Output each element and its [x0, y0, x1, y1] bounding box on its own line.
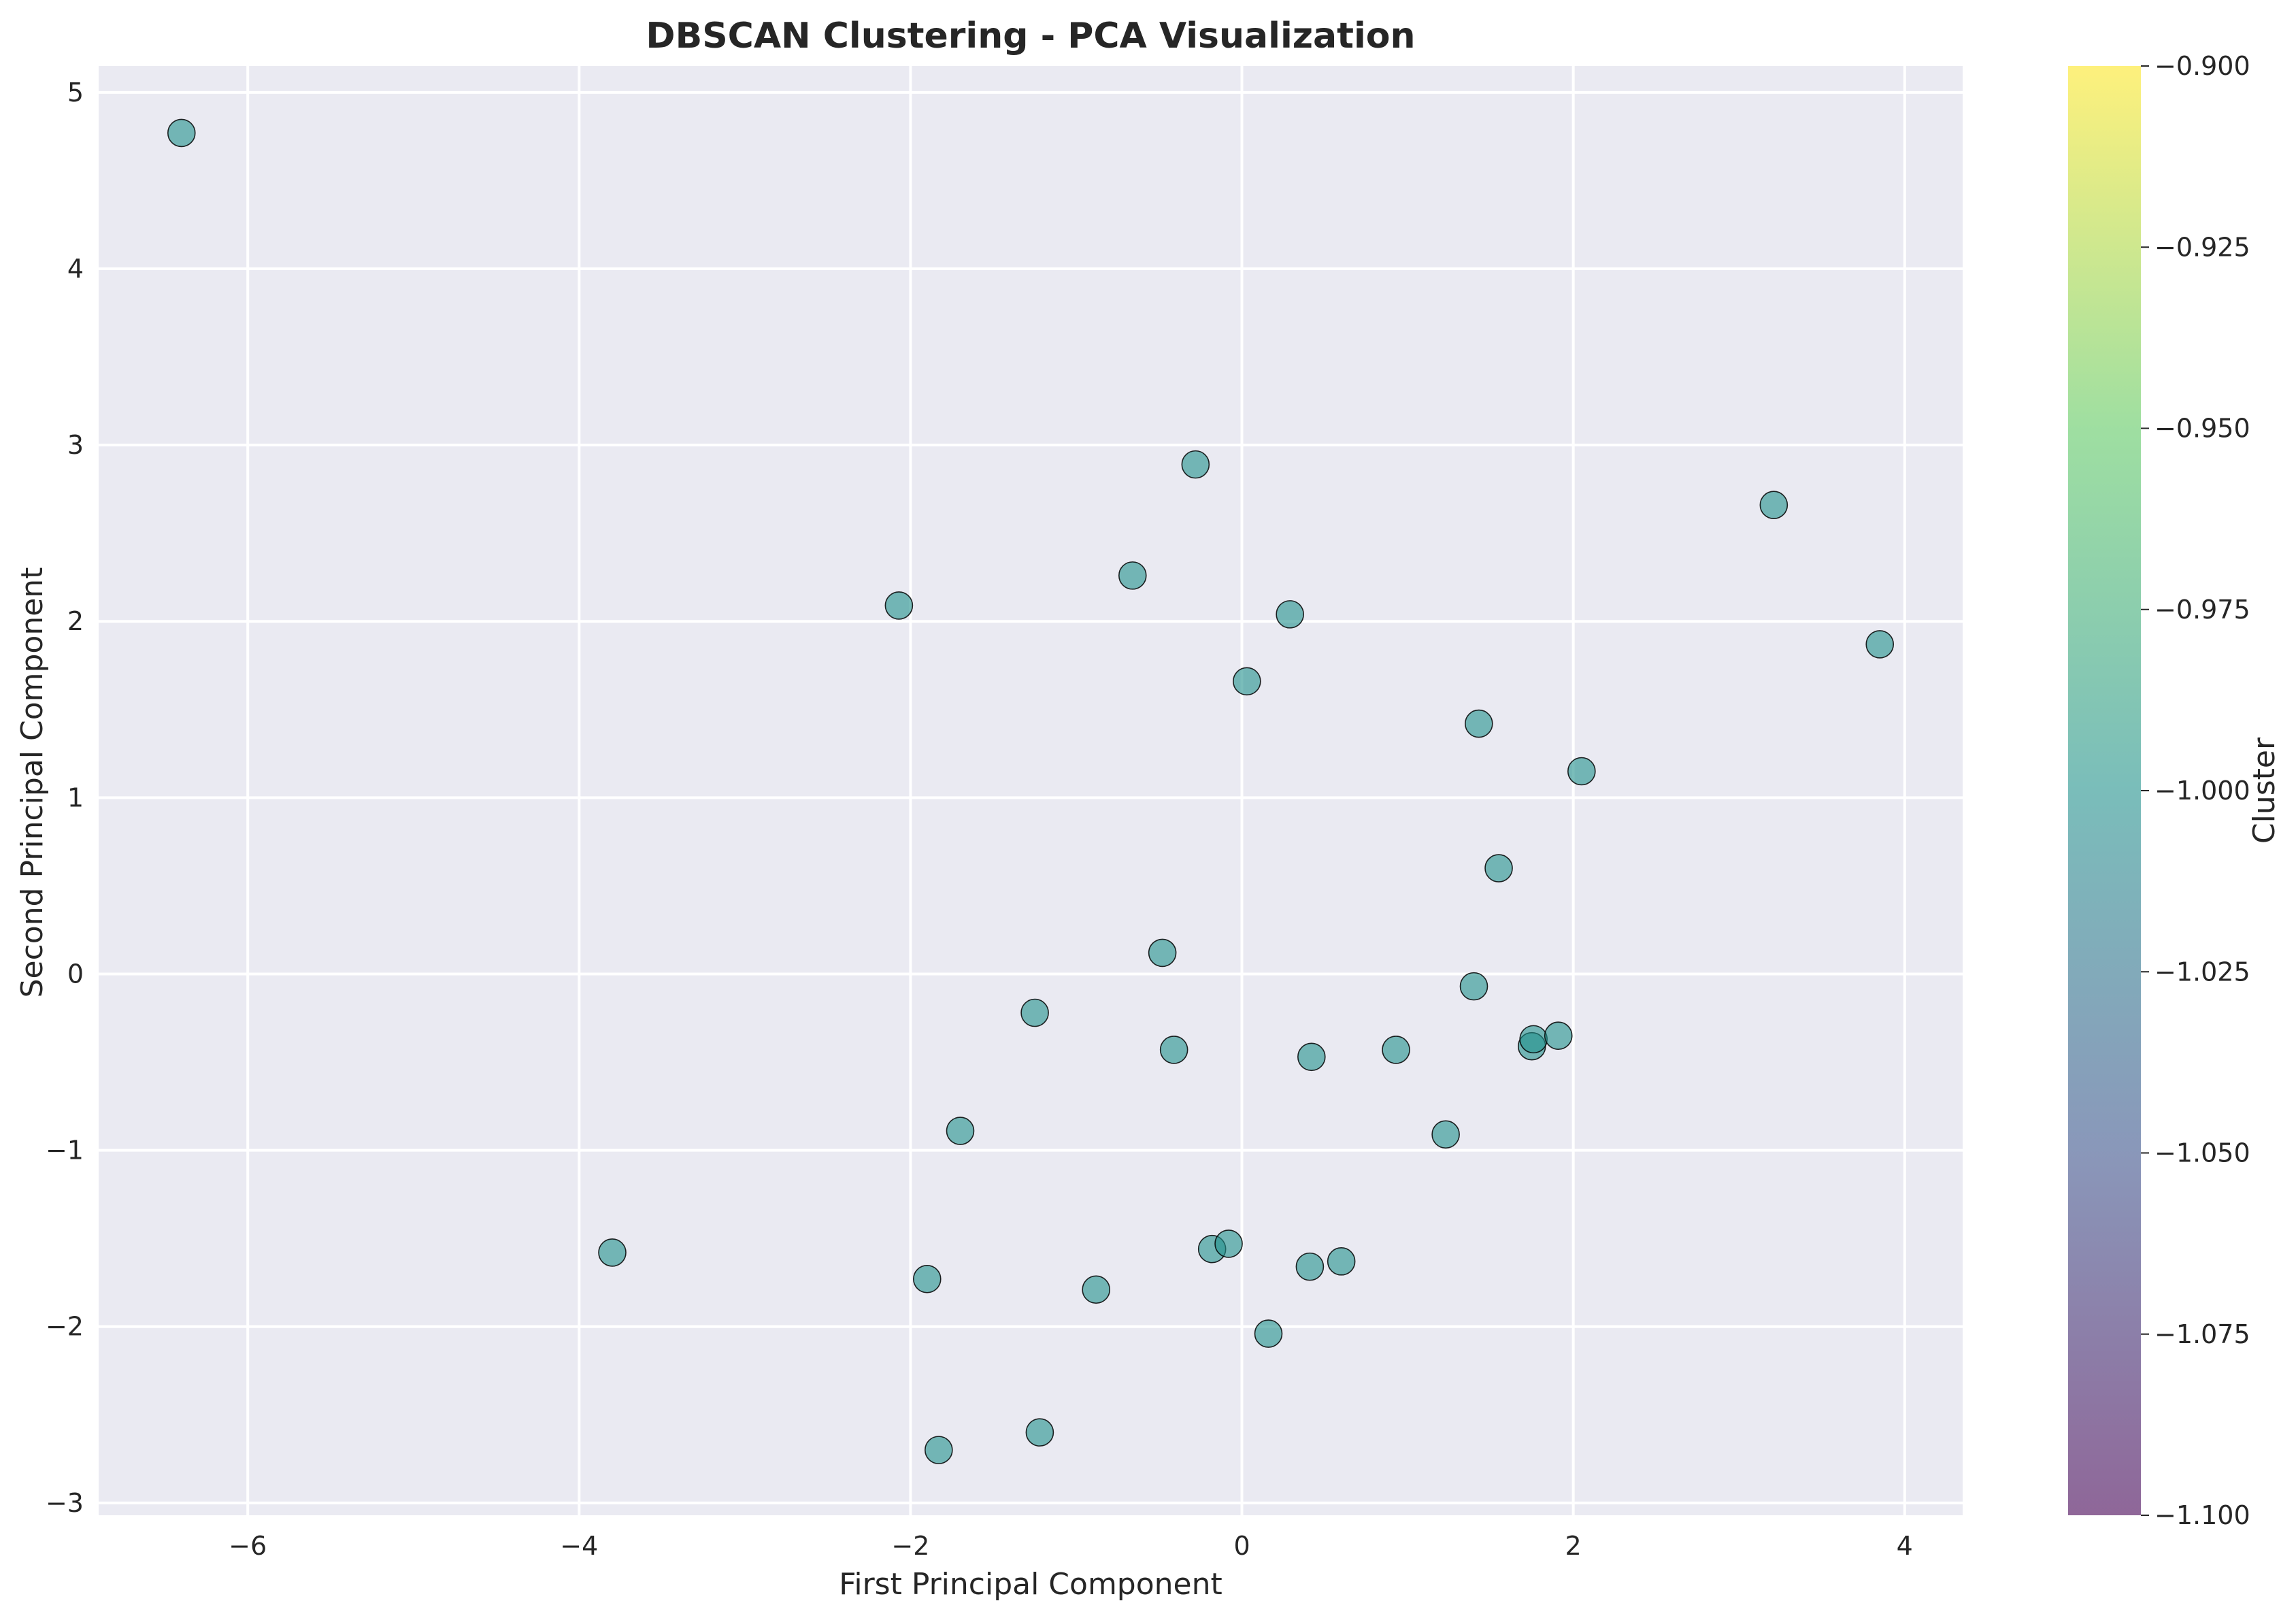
y-axis-label: Second Principal Component [15, 567, 50, 998]
scatter-point [167, 118, 196, 148]
grid [99, 66, 1963, 1515]
y-tick-label: 2 [67, 606, 84, 636]
colorbar-tick-label: −1.000 [2154, 776, 2250, 806]
scatter-point [1082, 1275, 1111, 1304]
scatter-point [884, 591, 914, 620]
scatter-point [1459, 972, 1488, 1001]
scatter-point [1297, 1042, 1326, 1072]
colorbar-tick-label: −1.050 [2154, 1138, 2250, 1168]
scatter-point [1181, 450, 1210, 479]
x-tick-label: 0 [1233, 1531, 1250, 1561]
y-tick-label: 3 [67, 430, 84, 460]
y-tick-label: −1 [46, 1136, 84, 1166]
colorbar-tick-label: −0.975 [2154, 595, 2250, 625]
chart-title: DBSCAN Clustering - PCA Visualization [646, 16, 1415, 56]
scatter-point [1759, 491, 1788, 520]
colorbar-tick-label: −1.025 [2154, 957, 2250, 987]
scatter-point [1254, 1319, 1283, 1348]
y-tick-label: 5 [67, 78, 84, 108]
x-tick-label: −4 [560, 1531, 598, 1561]
scatter-point [1148, 938, 1177, 968]
y-tick-label: −2 [46, 1312, 84, 1342]
scatter-point [946, 1117, 975, 1145]
x-tick-label: −6 [229, 1531, 267, 1561]
scatter-point [1233, 667, 1261, 696]
y-tick-label: 1 [67, 782, 84, 812]
x-tick-label: −2 [891, 1531, 929, 1561]
x-axis-ticks: −6 −4 −2 0 2 4 [229, 1531, 1913, 1561]
colorbar-tick-label: −0.900 [2154, 51, 2250, 81]
scatter-point [925, 1436, 953, 1464]
y-axis-ticks: −3 −2 −1 0 1 2 3 4 5 [46, 78, 84, 1518]
scatter-point [1484, 854, 1513, 882]
scatter-point [1431, 1120, 1460, 1149]
scatter-point [912, 1264, 942, 1293]
x-axis-label: First Principal Component [839, 1567, 1222, 1602]
colorbar [2068, 66, 2141, 1515]
y-tick-label: 0 [67, 959, 84, 989]
scatter-point [1276, 600, 1304, 629]
scatter-point [1118, 561, 1147, 590]
colorbar-tick-label: −0.950 [2154, 414, 2250, 444]
colorbar-tick-label: −1.075 [2154, 1319, 2250, 1349]
x-tick-label: 2 [1565, 1531, 1582, 1561]
scatter-point [1295, 1252, 1325, 1281]
scatter-point [1544, 1021, 1573, 1050]
scatter-point [598, 1238, 627, 1267]
scatter-point [1519, 1025, 1548, 1054]
scatter-point [1865, 630, 1895, 659]
plot-area [99, 66, 1963, 1515]
colorbar-tick-label: −1.100 [2154, 1500, 2250, 1530]
colorbar-label: Cluster [2247, 737, 2282, 844]
scatter-point [1159, 1036, 1188, 1064]
data-points [167, 118, 1895, 1464]
scatter-point [1214, 1229, 1243, 1258]
scatter-point [1327, 1247, 1356, 1276]
x-tick-label: 4 [1897, 1531, 1913, 1561]
scatter-point [1020, 998, 1049, 1027]
scatter-point [1465, 709, 1493, 738]
scatter-point [1382, 1036, 1410, 1064]
scatter-point [1025, 1418, 1054, 1447]
scatter-point [1567, 757, 1596, 786]
colorbar-tick-label: −0.925 [2154, 232, 2250, 262]
y-tick-label: −3 [46, 1488, 84, 1518]
colorbar-ticks: −0.900 −0.925 −0.950 −0.975 −1.000 −1.025 −1.0… [2141, 51, 2250, 1530]
y-tick-label: 4 [67, 254, 84, 284]
